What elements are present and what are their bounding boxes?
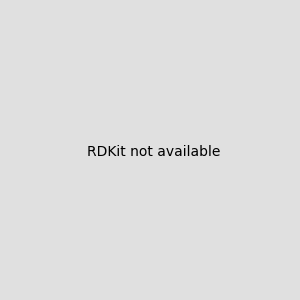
Text: RDKit not available: RDKit not available xyxy=(87,145,220,158)
